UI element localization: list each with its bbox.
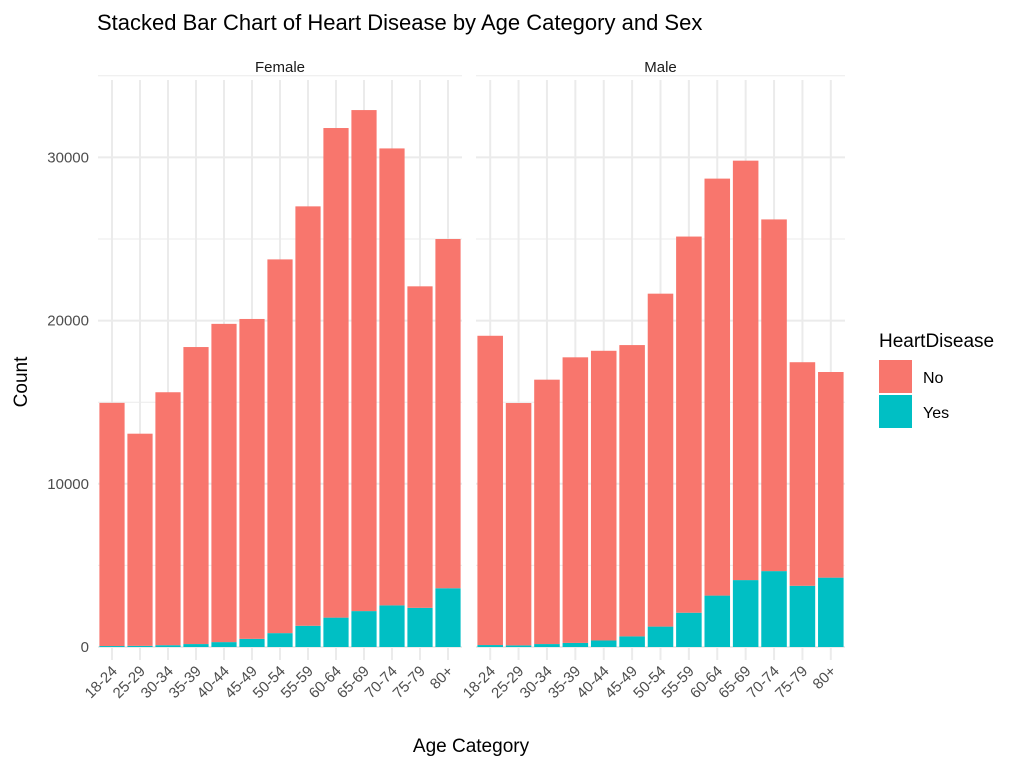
legend-swatch-yes: [879, 395, 912, 428]
facet-panel-female: Female18-2425-2930-3435-3940-4445-4950-5…: [82, 59, 462, 702]
bar-no-male-18-24: [477, 335, 503, 646]
bar-yes-female-40-44: [211, 642, 237, 647]
bar-no-female-18-24: [99, 402, 125, 647]
bar-yes-female-30-34: [155, 645, 181, 647]
bar-no-male-75-79: [789, 362, 816, 586]
facet-label: Male: [644, 59, 677, 76]
bar-no-male-65-69: [732, 160, 759, 581]
x-tick-label: 80+: [810, 663, 840, 693]
bar-no-female-65-69: [351, 110, 377, 612]
bar-no-female-30-34: [155, 392, 181, 646]
bar-no-male-40-44: [590, 350, 617, 641]
bar-yes-male-60-64: [704, 595, 731, 647]
bar-yes-female-80+: [435, 588, 461, 647]
bar-yes-male-30-34: [534, 644, 560, 647]
bar-no-male-45-49: [619, 345, 645, 637]
bar-yes-male-55-59: [676, 612, 702, 647]
bar-no-male-55-59: [676, 236, 702, 613]
bar-yes-female-25-29: [127, 645, 153, 647]
bar-no-male-50-54: [647, 293, 674, 627]
bar-yes-female-18-24: [99, 646, 125, 647]
bar-yes-female-65-69: [351, 611, 377, 647]
bar-no-female-45-49: [239, 318, 265, 639]
legend-swatch-no: [879, 360, 912, 393]
bar-yes-female-35-39: [183, 644, 209, 647]
bar-yes-male-25-29: [505, 645, 532, 647]
chart-title: Stacked Bar Chart of Heart Disease by Ag…: [97, 10, 702, 35]
bar-yes-male-35-39: [562, 642, 589, 647]
bar-no-male-35-39: [562, 357, 589, 643]
bar-no-male-80+: [818, 372, 844, 578]
bar-yes-male-50-54: [647, 626, 674, 647]
bar-yes-female-45-49: [239, 638, 265, 647]
bar-yes-male-65-69: [732, 580, 759, 647]
bar-yes-female-70-74: [379, 605, 405, 647]
bar-no-male-60-64: [704, 178, 731, 596]
bar-no-male-70-74: [761, 219, 787, 572]
bar-yes-female-60-64: [323, 617, 349, 647]
y-tick-label: 20000: [47, 313, 89, 330]
bar-no-female-60-64: [323, 128, 349, 618]
bar-yes-male-80+: [818, 577, 844, 647]
facet-panels: Female18-2425-2930-3435-3940-4445-4950-5…: [82, 59, 845, 702]
bar-yes-male-75-79: [789, 585, 816, 647]
bar-no-female-70-74: [379, 148, 405, 606]
facet-panel-male: Male18-2425-2930-3435-3940-4445-4950-545…: [460, 59, 845, 702]
legend-label-yes: Yes: [923, 405, 949, 422]
bar-no-male-25-29: [505, 403, 532, 646]
x-axis-label: Age Category: [413, 736, 530, 757]
bar-no-female-75-79: [407, 286, 433, 608]
bar-yes-male-40-44: [590, 640, 617, 647]
bar-yes-male-70-74: [761, 571, 787, 647]
facet-label: Female: [255, 59, 305, 76]
legend: HeartDisease No Yes: [879, 331, 994, 428]
bar-yes-female-55-59: [295, 625, 321, 647]
bar-no-female-35-39: [183, 347, 209, 645]
bar-no-female-80+: [435, 239, 461, 589]
legend-label-no: No: [923, 370, 944, 387]
y-axis-label: Count: [11, 356, 32, 407]
bar-no-male-30-34: [534, 379, 560, 645]
legend-title: HeartDisease: [879, 331, 994, 352]
bar-yes-male-45-49: [619, 636, 645, 647]
x-tick-label: 80+: [427, 663, 457, 693]
legend-items: No Yes: [879, 360, 949, 428]
y-tick-label: 0: [81, 639, 89, 656]
bar-yes-male-18-24: [477, 645, 503, 647]
bar-no-female-40-44: [211, 323, 237, 643]
x-tick-label: 75-79: [390, 663, 429, 702]
x-tick-label: 75-79: [772, 663, 811, 702]
y-axis: 0 10000 20000 30000: [47, 149, 89, 656]
bar-no-female-55-59: [295, 206, 321, 626]
bar-no-female-25-29: [127, 433, 153, 646]
bar-no-female-50-54: [267, 259, 293, 634]
bar-yes-female-50-54: [267, 633, 293, 647]
y-tick-label: 10000: [47, 476, 89, 493]
y-tick-label: 30000: [47, 149, 89, 166]
bar-yes-female-75-79: [407, 607, 433, 647]
